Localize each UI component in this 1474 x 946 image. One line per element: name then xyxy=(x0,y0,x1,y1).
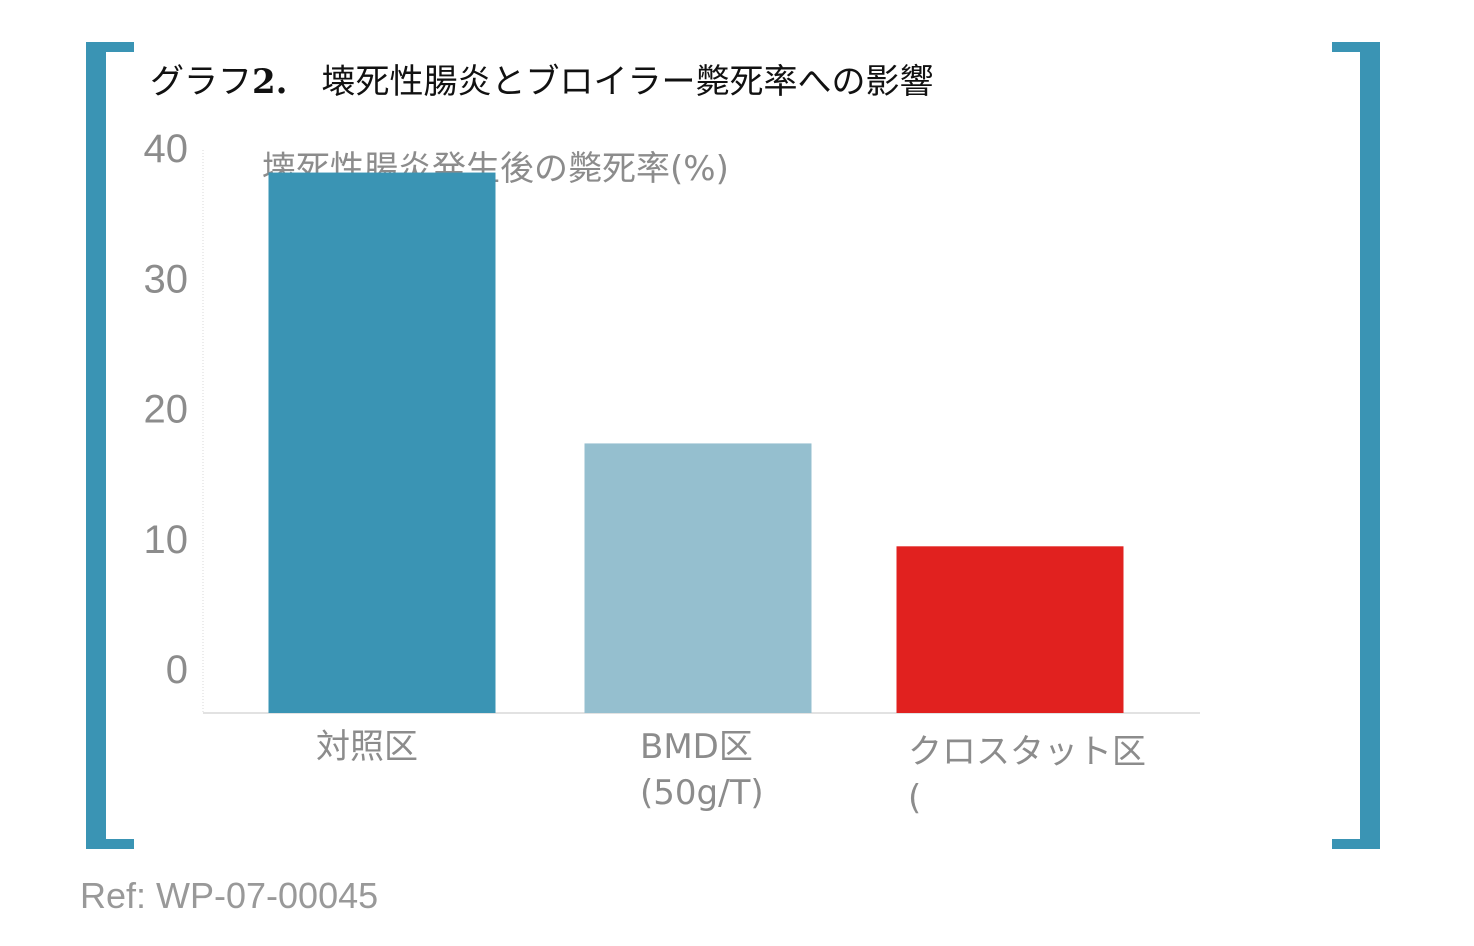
title-text: 壊死性腸炎とブロイラー斃死率への影響 xyxy=(321,62,934,102)
x-tick-label: クロスタット区 xyxy=(908,732,1146,772)
bar xyxy=(896,546,1124,713)
left-bracket xyxy=(86,42,134,849)
bars xyxy=(268,172,1124,713)
x-tick-label: BMD区 xyxy=(640,727,753,767)
y-tick-label: 30 xyxy=(144,257,189,301)
right-bracket xyxy=(1332,42,1380,849)
y-tick-label: 10 xyxy=(144,518,189,562)
x-tick-label: ( xyxy=(908,778,921,818)
y-tick-label: 0 xyxy=(166,648,188,692)
x-tick-label: 対照区 xyxy=(316,727,418,767)
title-number: 2. xyxy=(252,62,288,102)
x-tick-label: (50g/T) xyxy=(640,773,764,813)
reference-code: Ref: WP-07-00045 xyxy=(80,875,379,916)
bar xyxy=(584,443,812,713)
y-tick-labels: 0 10 20 30 40 xyxy=(144,127,189,692)
y-tick-label: 20 xyxy=(144,388,189,432)
x-tick-labels: 対照区 BMD区 (50g/T) クロスタット区 ( xyxy=(316,727,1146,818)
figure-title: グラフ2. 壊死性腸炎とブロイラー斃死率への影響 xyxy=(150,58,934,106)
title-prefix: グラフ xyxy=(150,62,252,102)
y-tick-label: 40 xyxy=(144,127,189,171)
bar xyxy=(268,172,496,713)
